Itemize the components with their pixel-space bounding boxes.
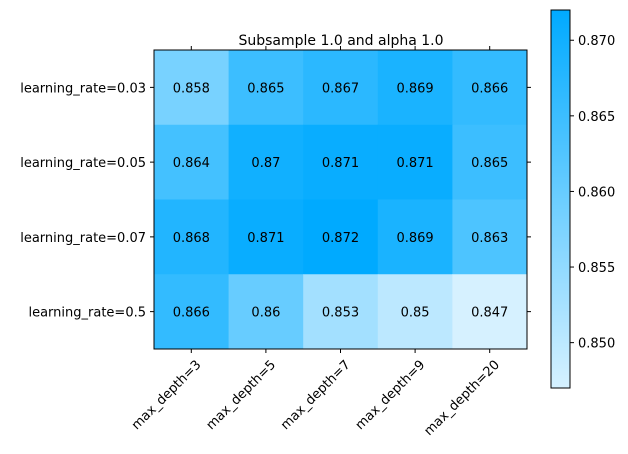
- cell-value-label: 0.87: [251, 156, 280, 171]
- cell-value-label: 0.868: [173, 231, 210, 246]
- y-tick-label: learning_rate=0.03: [20, 81, 146, 96]
- heatmap-cell: [452, 124, 528, 200]
- cell-value-label: 0.871: [247, 231, 284, 246]
- heatmap-cell: [303, 124, 379, 200]
- cell-value-label: 0.85: [401, 306, 430, 321]
- heatmap-cell: [377, 124, 453, 200]
- cell-value-label: 0.869: [396, 81, 433, 96]
- heatmap-cell: [303, 274, 379, 350]
- cell-value-label: 0.865: [247, 81, 284, 96]
- x-tick-label: max_depth=7: [278, 358, 354, 434]
- x-tick-label: max_depth=3: [129, 358, 205, 434]
- heatmap-cell: [377, 274, 453, 350]
- heatmap-cell: [377, 199, 453, 275]
- cell-value-label: 0.871: [396, 156, 433, 171]
- heatmap-cell: [377, 50, 453, 126]
- colorbar-tick-label: 0.850: [578, 337, 615, 352]
- x-tick-label: max_depth=9: [353, 358, 429, 434]
- heatmap-cell: [228, 199, 304, 275]
- cell-value-label: 0.86: [251, 306, 280, 321]
- colorbar-tick-label: 0.865: [578, 110, 615, 125]
- cell-value-label: 0.867: [322, 81, 359, 96]
- colorbar-axis: 0.850 0.855 0.860 0.865 0.870: [570, 34, 615, 352]
- heatmap-cell: [303, 199, 379, 275]
- y-tick-label: learning_rate=0.5: [28, 306, 146, 321]
- heatmap-cells: [154, 50, 528, 350]
- cell-value-label: 0.866: [471, 81, 508, 96]
- heatmap-cell: [303, 50, 379, 126]
- colorbar-tick-label: 0.855: [578, 261, 615, 276]
- cell-value-label: 0.858: [173, 81, 210, 96]
- x-tick-label: max_depth=5: [204, 358, 280, 434]
- heatmap-cell: [228, 50, 304, 126]
- heatmap-cell: [154, 124, 230, 200]
- cell-value-label: 0.869: [396, 231, 433, 246]
- chart-title: Subsample 1.0 and alpha 1.0: [238, 33, 443, 49]
- heatmap-cell: [154, 50, 230, 126]
- cell-value-label: 0.863: [471, 231, 508, 246]
- y-axis: learning_rate=0.03 learning_rate=0.05lear…: [20, 81, 531, 321]
- heatmap-cell: [154, 274, 230, 350]
- cell-value-label: 0.853: [322, 306, 359, 321]
- colorbar-tick-label: 0.860: [578, 185, 615, 200]
- heatmap-cell: [452, 50, 528, 126]
- heatmap-cell-labels: 0.858 0.865 0.867 0.869 0.866 0.864 0.87 0.871 0…: [173, 81, 509, 320]
- cell-value-label: 0.847: [471, 306, 508, 321]
- cell-value-label: 0.871: [322, 156, 359, 171]
- heatmap-cell: [452, 199, 528, 275]
- colorbar-tick-label: 0.870: [578, 34, 615, 49]
- cell-value-label: 0.872: [322, 231, 359, 246]
- y-tick-label: learning_rate=0.07: [20, 231, 146, 246]
- x-tick-label: max_depth=20: [421, 358, 502, 439]
- cell-value-label: 0.864: [173, 156, 210, 171]
- colorbar: [550, 9, 571, 389]
- heatmap-cell: [452, 274, 528, 350]
- y-tick-label: learning_rate=0.05: [20, 156, 146, 171]
- cell-value-label: 0.866: [173, 306, 210, 321]
- heatmap-cell: [228, 274, 304, 350]
- heatmap-cell: [154, 199, 230, 275]
- heatmap-cell: [228, 124, 304, 200]
- cell-value-label: 0.865: [471, 156, 508, 171]
